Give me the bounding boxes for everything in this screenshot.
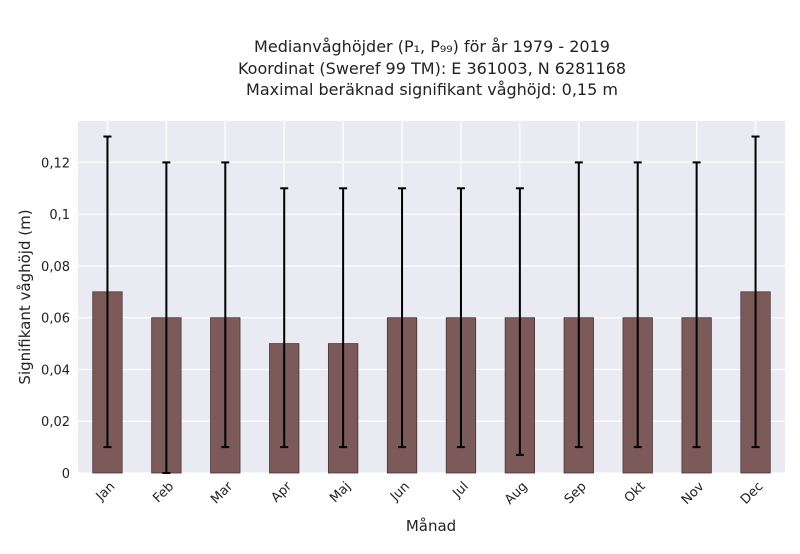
errorbar-jun — [398, 187, 407, 449]
x-tick-label-jan: Jan — [93, 479, 118, 504]
title-line-2: Koordinat (Sweref 99 TM): E 361003, N 62… — [238, 59, 626, 78]
x-tick-label-jul: Jul — [449, 479, 471, 501]
x-tick-label-nov: Nov — [679, 479, 708, 508]
y-tick-label: 0,1 — [49, 208, 70, 223]
errorbar-jul — [456, 187, 465, 449]
error-bars — [103, 135, 760, 474]
x-tick-label-jun: Jun — [387, 479, 413, 505]
title-line-1: Medianvåghöjder (P₁, P₉₉) för år 1979 - … — [254, 37, 610, 56]
y-tick-label: 0,02 — [41, 415, 70, 430]
x-tick-label-dec: Dec — [738, 479, 766, 507]
errorbar-sep — [574, 161, 583, 449]
x-tick-label-okt: Okt — [622, 479, 649, 506]
x-tick-label-sep: Sep — [562, 479, 590, 507]
plot-area — [78, 121, 785, 473]
y-axis-label: Signifikant våghöjd (m) — [16, 209, 34, 384]
x-axis-label: Månad — [406, 517, 456, 535]
x-tick-label-apr: Apr — [269, 479, 296, 506]
x-axis-ticks: Jan Feb Mar Apr Maj Jun Jul Aug Sep Okt Nov Dec — [93, 479, 767, 508]
chart-title: Medianvåghöjder (P₁, P₉₉) för år 1979 - … — [238, 37, 626, 99]
x-tick-label-mar: Mar — [208, 479, 236, 507]
errorbar-apr — [280, 187, 289, 449]
y-tick-label: 0 — [62, 467, 70, 482]
errorbar-okt — [633, 161, 642, 449]
errorbar-jan — [103, 135, 112, 449]
x-tick-label-maj: Maj — [327, 479, 354, 506]
errorbar-nov — [692, 161, 701, 449]
errorbar-dec — [751, 135, 760, 449]
x-tick-label-feb: Feb — [150, 479, 177, 506]
x-tick-label-aug: Aug — [502, 479, 531, 508]
y-tick-label: 0,06 — [41, 312, 70, 327]
errorbar-aug — [515, 187, 524, 456]
y-axis-ticks: 0 0,02 0,04 0,06 0,08 0,1 0,12 — [41, 156, 70, 482]
title-line-3: Maximal beräknad signifikant våghöjd: 0,… — [246, 80, 618, 99]
errorbar-mar — [221, 161, 230, 449]
y-tick-label: 0,12 — [41, 156, 70, 171]
errorbar-maj — [339, 187, 348, 449]
y-tick-label: 0,04 — [41, 363, 70, 378]
errorbar-feb — [162, 161, 171, 474]
y-tick-label: 0,08 — [41, 260, 70, 275]
